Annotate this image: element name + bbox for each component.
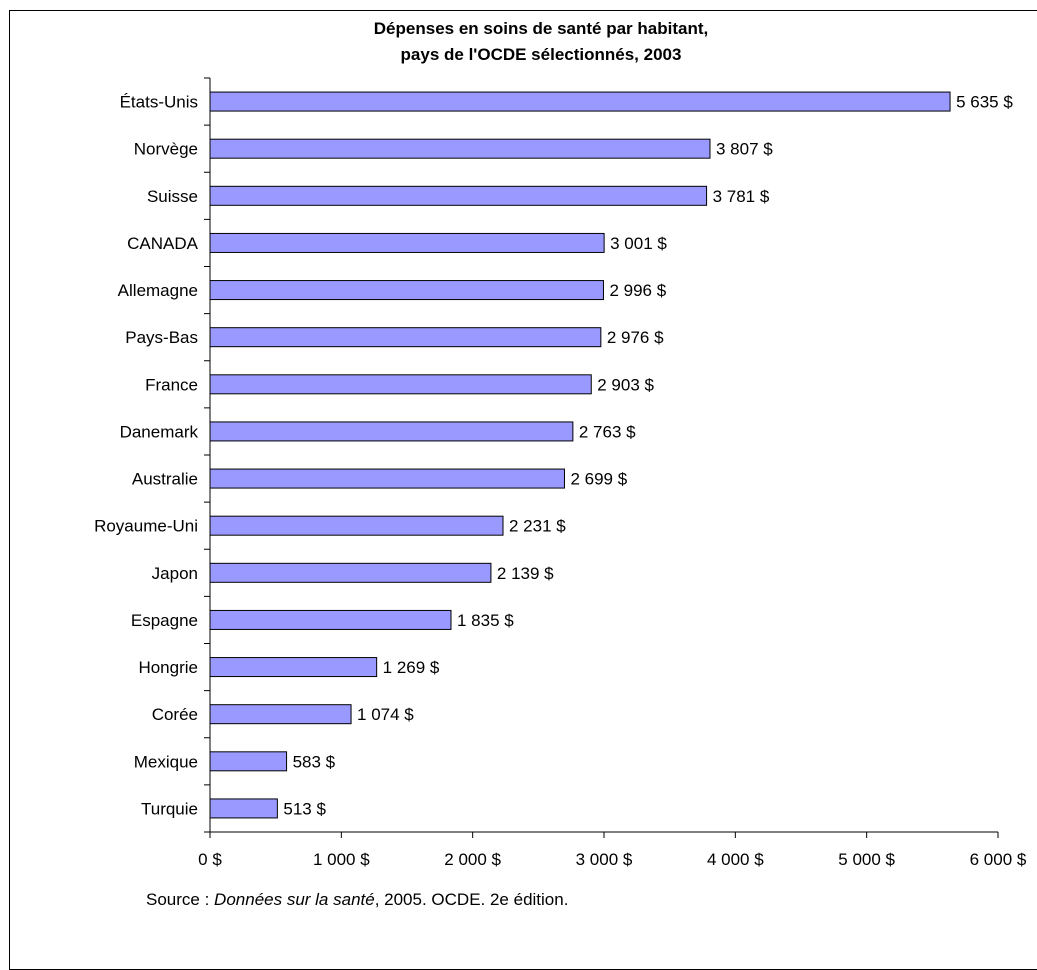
x-tick-label: 4 000 $ xyxy=(707,850,764,869)
bar xyxy=(209,185,708,206)
bar xyxy=(209,280,604,301)
category-label: France xyxy=(145,375,198,394)
x-tick-label: 2 000 $ xyxy=(444,850,501,869)
bar xyxy=(209,138,711,159)
source-note: Source : Données sur la santé, 2005. OCD… xyxy=(146,890,568,910)
category-label: Japon xyxy=(152,564,198,583)
x-tick-label: 5 000 $ xyxy=(838,850,895,869)
chart-title: Dépenses en soins de santé par habitant,… xyxy=(0,16,1037,68)
data-label: 1 835 $ xyxy=(457,611,514,630)
category-label: Royaume-Uni xyxy=(94,517,198,536)
data-label: 2 231 $ xyxy=(509,517,566,536)
bar xyxy=(209,374,592,395)
data-label: 2 699 $ xyxy=(570,470,627,489)
data-label: 1 269 $ xyxy=(383,658,440,677)
category-label: CANADA xyxy=(127,234,199,253)
category-label: Suisse xyxy=(147,187,198,206)
bar-chart: 0 $ 1 000 $ 2 000 $ 3 000 $ 4 000 $ 5 000 $ 6 … xyxy=(94,77,1027,869)
bar xyxy=(209,515,504,536)
x-tick-label: 3 000 $ xyxy=(576,850,633,869)
data-label: 3 781 $ xyxy=(713,187,770,206)
source-prefix: Source : xyxy=(146,890,215,909)
source-title: Données sur la santé xyxy=(214,890,375,909)
bar xyxy=(209,609,452,630)
category-label: États-Unis xyxy=(120,93,198,112)
category-label: Mexique xyxy=(134,752,198,771)
source-suffix: , 2005. OCDE. 2e édition. xyxy=(374,890,569,909)
data-label: 3 001 $ xyxy=(610,234,667,253)
chart-title-line1: Dépenses en soins de santé par habitant, xyxy=(373,19,709,38)
bar xyxy=(209,798,278,819)
category-label: Corée xyxy=(152,705,198,724)
x-tick-label: 6 000 $ xyxy=(970,850,1027,869)
bar xyxy=(209,421,574,442)
data-label: 513 $ xyxy=(283,799,326,818)
data-label: 1 074 $ xyxy=(357,705,414,724)
bar xyxy=(209,751,288,772)
bar xyxy=(209,327,602,348)
bar xyxy=(209,91,951,112)
x-tick-label: 0 $ xyxy=(198,850,222,869)
bar xyxy=(209,232,605,253)
data-label: 2 139 $ xyxy=(497,564,554,583)
data-label: 5 635 $ xyxy=(956,93,1013,112)
category-label: Espagne xyxy=(131,611,198,630)
category-label: Hongrie xyxy=(138,658,198,677)
data-label: 2 903 $ xyxy=(597,375,654,394)
data-label: 2 763 $ xyxy=(579,422,636,441)
data-label: 2 996 $ xyxy=(609,281,666,300)
category-label: Danemark xyxy=(120,422,199,441)
category-label: Turquie xyxy=(141,799,198,818)
x-tick-label: 1 000 $ xyxy=(313,850,370,869)
data-label: 2 976 $ xyxy=(607,328,664,347)
chart-title-line2: pays de l'OCDE sélectionnés, 2003 xyxy=(400,45,682,64)
category-label: Pays-Bas xyxy=(125,328,198,347)
category-label: Allemagne xyxy=(118,281,198,300)
data-label: 3 807 $ xyxy=(716,140,773,159)
category-label: Norvège xyxy=(134,140,198,159)
category-label: Australie xyxy=(132,470,198,489)
bar xyxy=(209,657,378,678)
bar xyxy=(209,468,565,489)
bar xyxy=(209,704,352,725)
data-label: 583 $ xyxy=(293,752,336,771)
bar xyxy=(209,562,492,583)
